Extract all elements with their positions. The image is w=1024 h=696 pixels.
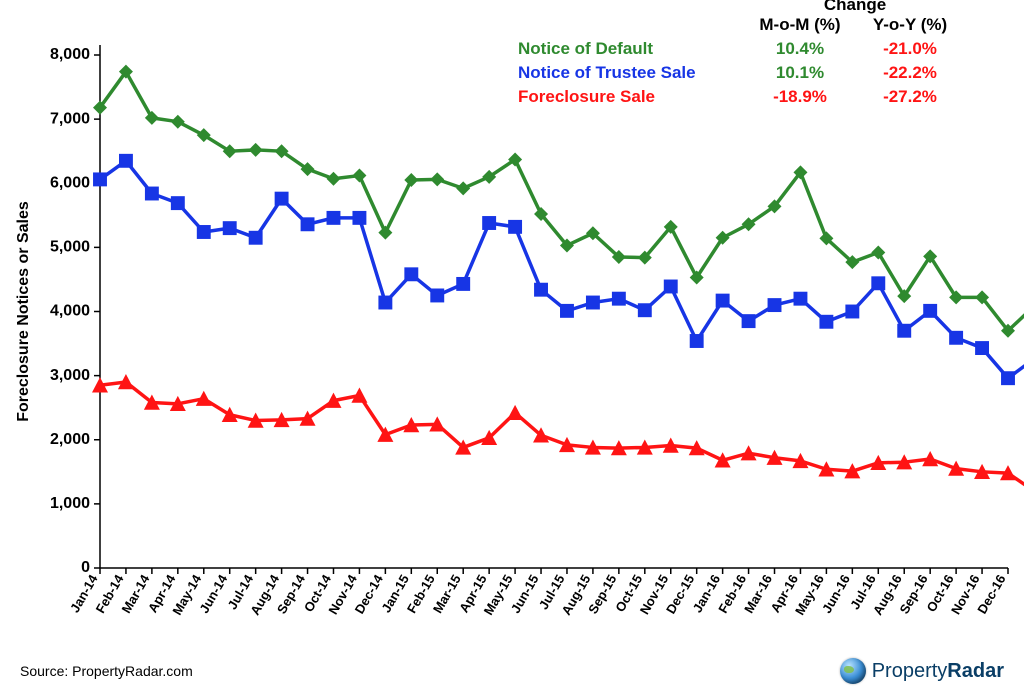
legend-series-label: Notice of Default — [518, 39, 653, 58]
brand-logo: PropertyRadar — [840, 658, 1004, 684]
series-marker — [327, 211, 341, 225]
series-marker — [430, 172, 444, 186]
series-marker — [638, 303, 652, 317]
series-marker — [145, 111, 159, 125]
y-tick-label: 5,000 — [50, 239, 90, 256]
y-tick-label: 8,000 — [50, 46, 90, 63]
y-tick-label: 2,000 — [50, 431, 90, 448]
y-tick-label: 3,000 — [50, 367, 90, 384]
series-marker — [560, 304, 574, 318]
y-tick-label: 6,000 — [50, 174, 90, 191]
series-marker — [1001, 371, 1015, 385]
series-marker — [507, 405, 523, 420]
legend-yoy-value: -21.0% — [883, 39, 937, 58]
series-marker — [93, 172, 107, 186]
series-marker — [378, 226, 392, 240]
series-marker — [975, 341, 989, 355]
series-marker — [326, 172, 340, 186]
legend-header: M-o-M (%) — [759, 15, 840, 34]
series-marker — [534, 283, 548, 297]
line-chart: 01,0002,0003,0004,0005,0006,0007,0008,00… — [0, 0, 1024, 696]
series-marker — [404, 173, 418, 187]
y-axis-label: Foreclosure Notices or Sales — [15, 201, 32, 422]
series-marker — [871, 276, 885, 290]
legend-mom-value: -18.9% — [773, 87, 827, 106]
series-marker — [275, 192, 289, 206]
series-marker — [949, 331, 963, 345]
y-tick-label: 1,000 — [50, 495, 90, 512]
y-tick-label: 7,000 — [50, 110, 90, 127]
series-marker — [742, 314, 756, 328]
series-marker — [119, 154, 133, 168]
series-marker — [197, 225, 211, 239]
brand-text-1: Property — [872, 660, 948, 682]
legend-header: Y-o-Y (%) — [873, 15, 947, 34]
y-tick-label: 4,000 — [50, 303, 90, 320]
legend-yoy-value: -27.2% — [883, 87, 937, 106]
series-marker — [508, 220, 522, 234]
series-marker — [378, 296, 392, 310]
series-marker — [352, 169, 366, 183]
series-marker — [716, 294, 730, 308]
series-marker — [352, 211, 366, 225]
series-marker — [249, 231, 263, 245]
series-marker — [586, 296, 600, 310]
series-marker — [923, 304, 937, 318]
legend-series-label: Foreclosure Sale — [518, 87, 655, 106]
series-marker — [897, 324, 911, 338]
series-marker — [171, 196, 185, 210]
series-line — [100, 72, 1024, 331]
series-marker — [145, 187, 159, 201]
chart-container: 01,0002,0003,0004,0005,0006,0007,0008,00… — [0, 0, 1024, 696]
legend-mom-value: 10.1% — [776, 63, 824, 82]
series-marker — [794, 292, 808, 306]
series-marker — [430, 289, 444, 303]
series-marker — [249, 143, 263, 157]
series-marker — [819, 315, 833, 329]
series-marker — [171, 115, 185, 129]
series-marker — [456, 277, 470, 291]
legend-series-label: Notice of Trustee Sale — [518, 63, 696, 82]
series-marker — [482, 216, 496, 230]
series-marker — [690, 334, 704, 348]
series-marker — [768, 298, 782, 312]
legend-mom-value: 10.4% — [776, 39, 824, 58]
series-marker — [845, 305, 859, 319]
source-text: Source: PropertyRadar.com — [20, 663, 193, 679]
series-marker — [223, 221, 237, 235]
legend-header: Change — [824, 0, 886, 14]
series-line — [100, 161, 1024, 378]
series-marker — [456, 181, 470, 195]
globe-icon — [840, 658, 866, 684]
brand-text-2: Radar — [947, 660, 1004, 682]
series-line — [100, 382, 1024, 491]
legend-yoy-value: -22.2% — [883, 63, 937, 82]
series-marker — [301, 217, 315, 231]
brand-text: PropertyRadar — [872, 660, 1004, 683]
series-marker — [612, 292, 626, 306]
series-marker — [404, 267, 418, 281]
series-marker — [664, 280, 678, 294]
